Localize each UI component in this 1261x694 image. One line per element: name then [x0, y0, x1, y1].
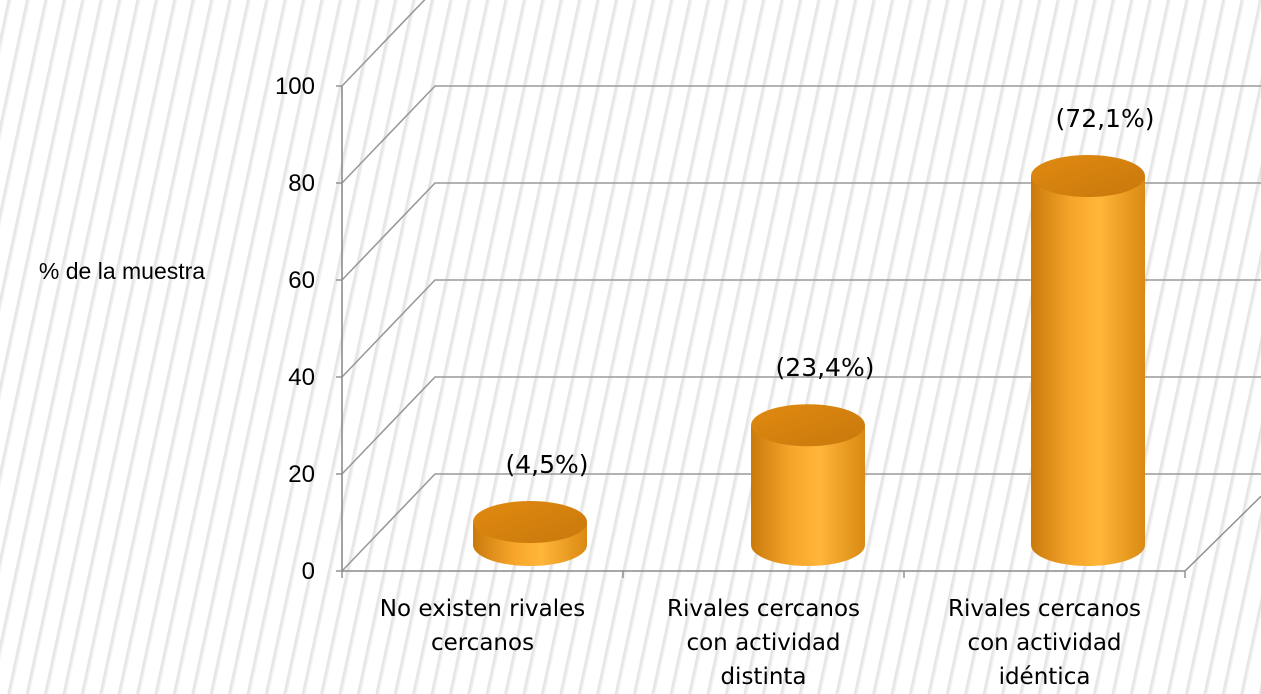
- gridline: [341, 376, 1261, 475]
- gridline: [341, 85, 1261, 184]
- gridline: [341, 182, 1261, 281]
- bar-top: [473, 500, 587, 543]
- y-tick-label: 0: [302, 558, 315, 585]
- chart-walls: [336, 0, 1261, 578]
- bar-body: [751, 425, 865, 566]
- bar-top: [751, 404, 865, 447]
- bar-body: [1031, 176, 1145, 566]
- y-tick-label: 60: [288, 267, 315, 294]
- y-tick-label: 20: [288, 461, 315, 488]
- data-label: (4,5%): [505, 450, 588, 479]
- bar: [1031, 155, 1145, 566]
- bar: [751, 404, 865, 566]
- gridline: [341, 473, 1261, 572]
- chart-bars: [473, 155, 1145, 566]
- chart-labels: 0 20 40 60 80 100 % de la muestra (4,5%) No exis…: [39, 73, 1155, 690]
- x-category-label: Rivales cercanos con actividad idéntica: [948, 596, 1141, 690]
- bar: [473, 500, 587, 566]
- y-tick-label: 40: [288, 364, 315, 391]
- data-label: (23,4%): [776, 353, 875, 382]
- x-category-label: Rivales cercanos con actividad distinta: [667, 596, 860, 690]
- bar-top: [1031, 155, 1145, 197]
- y-tick-label: 80: [288, 170, 315, 197]
- y-axis-label: % de la muestra: [39, 258, 205, 284]
- gridline: [341, 279, 1261, 378]
- data-label: (72,1%): [1056, 104, 1155, 133]
- gridline: [341, 0, 426, 87]
- x-category-label: No existen rivales cercanos: [380, 596, 585, 656]
- y-tick-label: 100: [275, 73, 315, 100]
